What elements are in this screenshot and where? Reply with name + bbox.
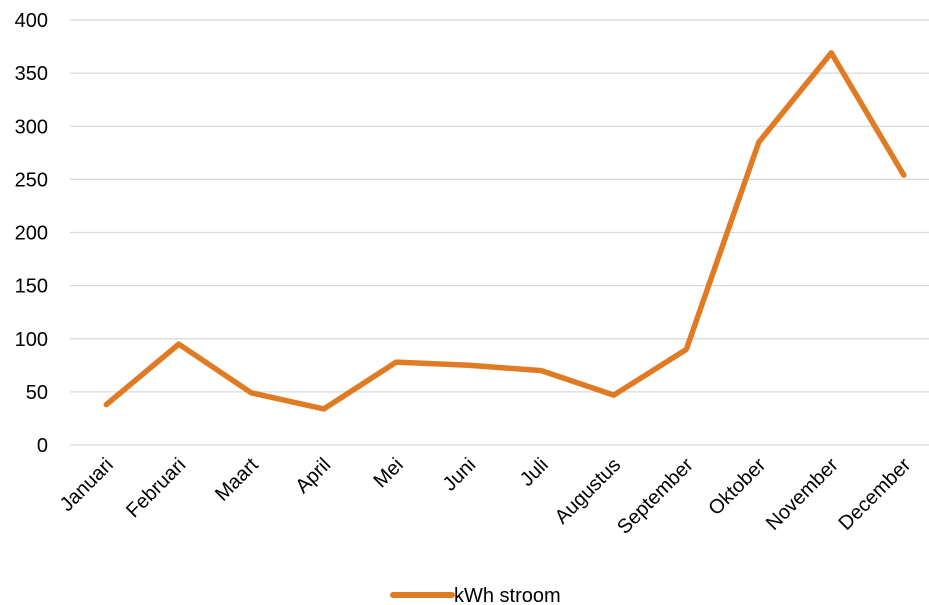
x-tick-label-augustus: Augustus: [551, 454, 626, 529]
y-tick-label-400: 400: [15, 10, 48, 32]
y-tick-label-100: 100: [15, 329, 48, 351]
x-tick-label-oktober: Oktober: [704, 454, 770, 520]
x-tick-label-mei: Mei: [369, 454, 407, 492]
y-axis-tick-labels: 0 50 100 150 200 250 300 350 400: [15, 10, 48, 457]
y-tick-label-200: 200: [15, 223, 48, 245]
x-axis-tick-labels: Januari Februari Maart April Mei Juni JuliAugu…: [56, 454, 916, 539]
series-lines: [103, 50, 907, 412]
x-tick-label-december: December: [834, 454, 915, 535]
y-tick-label-350: 350: [15, 63, 48, 85]
x-tick-label-maart: Maart: [211, 454, 263, 506]
x-tick-label-november: November: [762, 454, 843, 535]
x-tick-label-april: April: [291, 454, 335, 498]
x-tick-label-januari: Januari: [56, 454, 118, 516]
x-tick-label-juni: Juni: [439, 454, 481, 496]
y-tick-label-300: 300: [15, 116, 48, 138]
y-tick-label-0: 0: [37, 435, 48, 457]
y-tick-label-150: 150: [15, 276, 48, 298]
series-line-0: [103, 50, 907, 412]
x-tick-label-februari: Februari: [122, 454, 190, 522]
y-tick-label-250: 250: [15, 169, 48, 191]
gridlines: [70, 19, 929, 446]
x-tick-label-juli: Juli: [516, 454, 553, 491]
x-tick-label-september: September: [613, 454, 698, 539]
legend: kWh stroom: [390, 585, 561, 605]
y-tick-label-50: 50: [26, 382, 48, 404]
legend-label-kwh-stroom: kWh stroom: [454, 585, 561, 605]
